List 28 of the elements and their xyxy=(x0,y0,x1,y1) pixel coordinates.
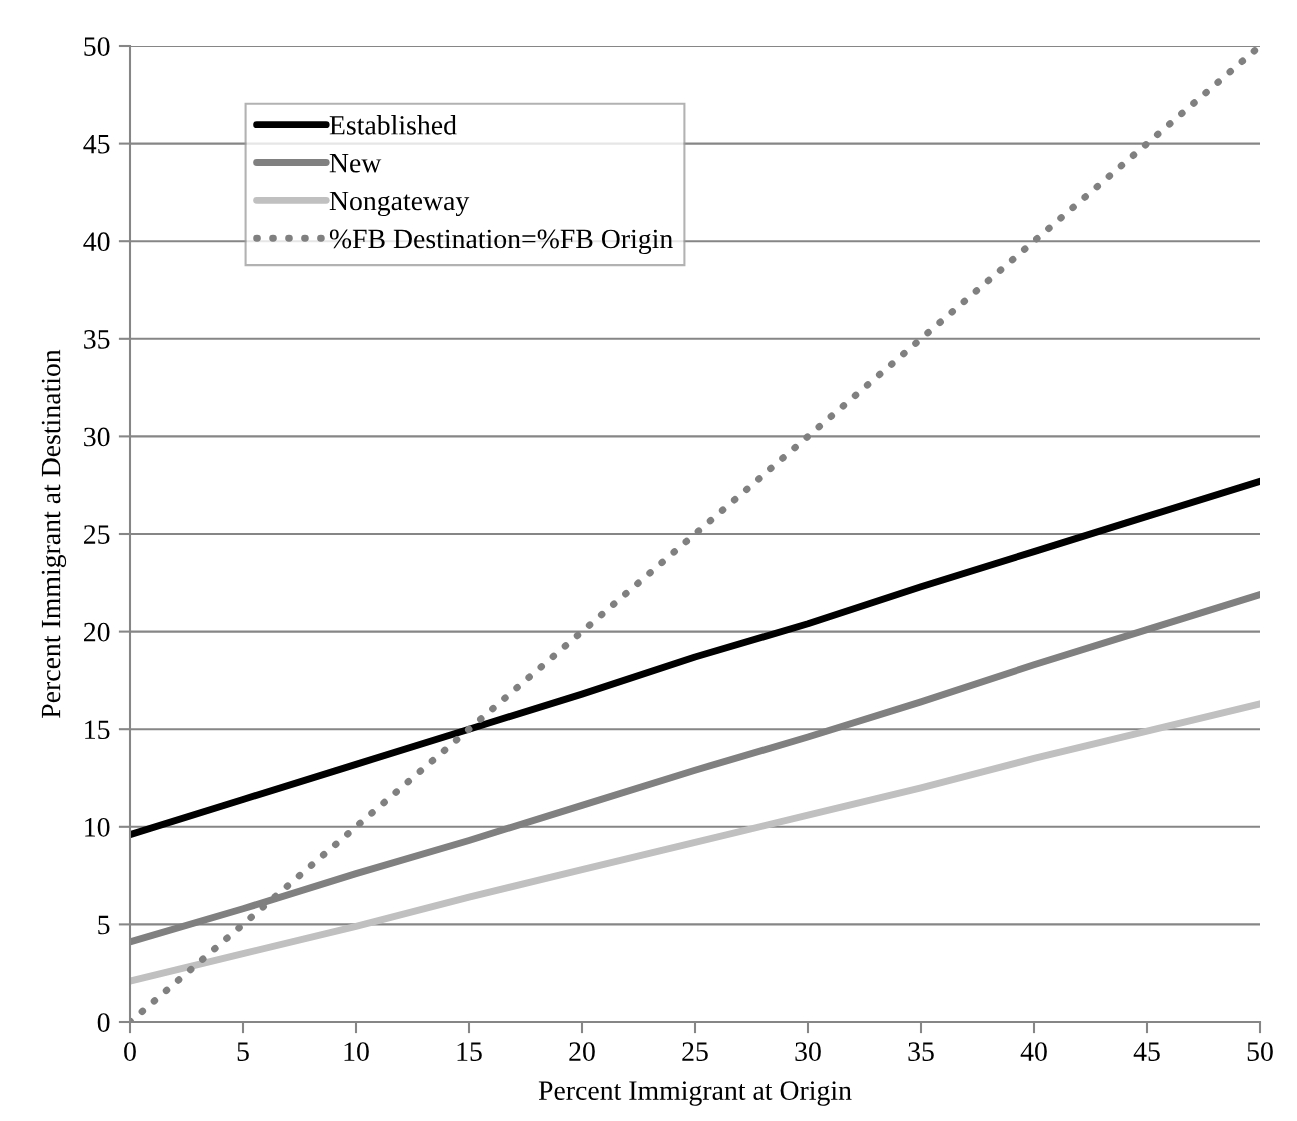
x-tick-label: 30 xyxy=(795,1042,821,1061)
y-tick-label: 40 xyxy=(83,232,110,252)
y-tick-label: 50 xyxy=(84,37,110,56)
y-tick-label: 15 xyxy=(85,720,110,740)
x-tick-label: 5 xyxy=(237,1042,249,1061)
y-tick-label: 30 xyxy=(84,427,110,447)
x-tick-label: 40 xyxy=(1020,1042,1047,1061)
y-tick-label: 10 xyxy=(85,817,110,837)
x-tick-label: 35 xyxy=(908,1042,934,1061)
legend-label: Established xyxy=(329,115,457,135)
y-axis-title: Percent Immigrant at Destination xyxy=(41,349,67,718)
legend-label: New xyxy=(329,154,382,173)
x-tick-label: 50 xyxy=(1247,1042,1273,1061)
x-tick-label: 20 xyxy=(569,1042,595,1061)
x-axis-title: Percent Immigrant at Origin xyxy=(538,1081,852,1106)
x-tick-label: 10 xyxy=(344,1042,369,1061)
x-tick-label: 45 xyxy=(1133,1042,1160,1061)
y-tick-label: 35 xyxy=(84,330,110,349)
y-tick-label: 0 xyxy=(97,1013,110,1032)
legend-label: %FB Destination=%FB Origin xyxy=(329,229,673,255)
x-tick-label: 0 xyxy=(124,1042,136,1061)
y-tick-label: 5 xyxy=(98,915,110,935)
legend-label: Nongateway xyxy=(329,191,470,217)
x-tick-label: 25 xyxy=(682,1042,708,1061)
y-tick-label: 25 xyxy=(84,525,110,544)
y-tick-label: 45 xyxy=(83,134,110,154)
x-tick-label: 15 xyxy=(457,1042,482,1061)
y-tick-label: 20 xyxy=(84,622,110,642)
